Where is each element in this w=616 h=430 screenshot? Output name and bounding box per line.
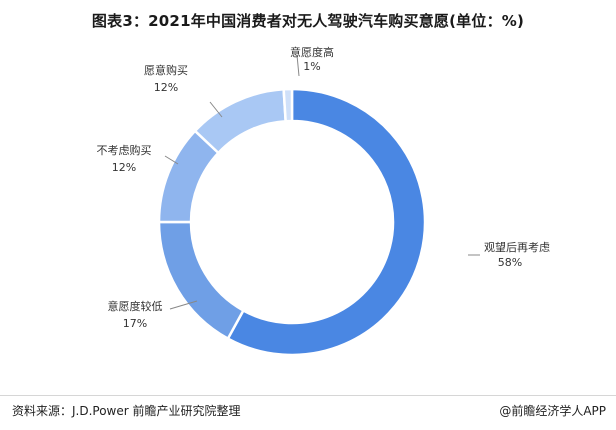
slice-1 (226, 87, 427, 357)
slice-2 (157, 220, 246, 341)
source-note: 资料来源：J.D.Power 前瞻产业研究院整理 (12, 404, 241, 418)
slice-label-4: 愿意购买 (144, 63, 188, 77)
slice-value-2: 17% (123, 317, 147, 330)
chart-title: 图表3：2021年中国消费者对无人驾驶汽车购买意愿(单位：%) (91, 12, 525, 30)
leader-line-2 (169, 300, 198, 310)
slice-label-3: 不考虑购买 (97, 143, 152, 157)
slice-value-3: 12% (112, 161, 136, 174)
footer: 资料来源：J.D.Power 前瞻产业研究院整理 @前瞻经济学人APP (0, 395, 616, 430)
slice-label-5: 意愿度高 (290, 45, 334, 59)
leader-line-3 (164, 155, 179, 165)
slices-layer (157, 87, 427, 357)
slice-label-2: 意愿度较低 (108, 299, 163, 313)
slice-value-1: 58% (498, 256, 522, 269)
slice-value-5: 1% (303, 60, 320, 73)
leader-line-4 (209, 101, 223, 118)
slice-value-4: 12% (154, 81, 178, 94)
brand-credit: @前瞻经济学人APP (499, 404, 606, 418)
slice-5 (282, 87, 294, 123)
slice-4 (193, 87, 287, 155)
leader-line-5 (296, 54, 300, 77)
slice-label-1: 观望后再考虑 (484, 241, 550, 254)
